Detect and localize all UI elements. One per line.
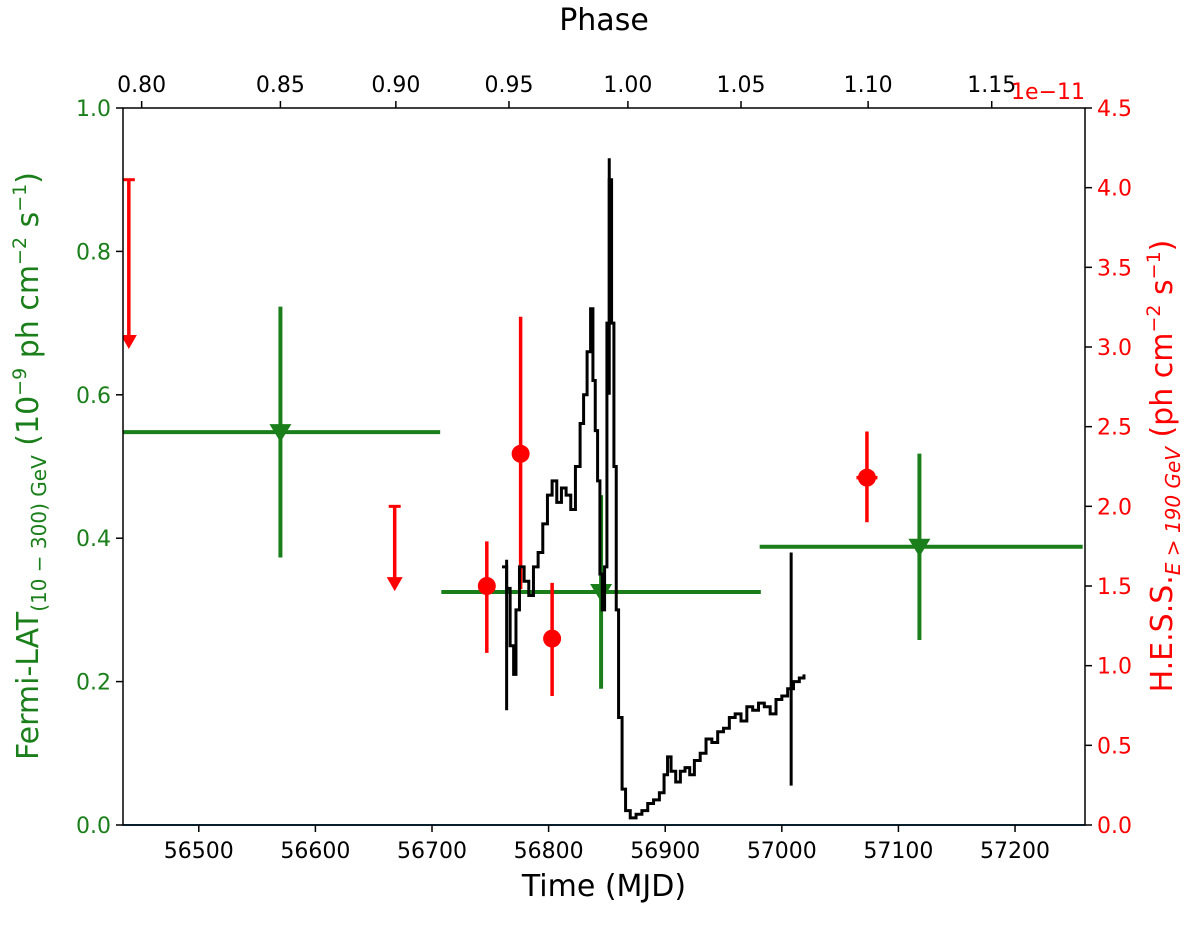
right-y-tick-label: 3.0 xyxy=(1097,336,1132,361)
left-y-tick-label: 0.8 xyxy=(76,240,111,265)
right-y-tick-label: 2.0 xyxy=(1097,495,1132,520)
left-y-tick-label: 0.4 xyxy=(76,527,111,552)
phase-tick-label: 0.95 xyxy=(484,73,533,98)
hess-data-point xyxy=(511,444,530,463)
left-y-tick-label: 0.2 xyxy=(76,671,111,696)
right-y-tick-label: 1.0 xyxy=(1097,655,1132,680)
right-y-tick-label: 3.5 xyxy=(1097,256,1132,281)
right-y-tick-label: 1.5 xyxy=(1097,575,1132,600)
top-phase-axis: 0.80 0.85 0.90 0.95 1.00 1.05 1.10 1.15 xyxy=(117,73,1016,108)
phase-tick-label: 0.80 xyxy=(117,73,166,98)
right-y-tick-label: 4.5 xyxy=(1097,97,1132,122)
right-y-tick-label: 2.5 xyxy=(1097,416,1132,441)
phase-tick-label: 1.05 xyxy=(717,73,766,98)
right-y-tick-label: 4.0 xyxy=(1097,177,1132,202)
phase-tick-label: 1.00 xyxy=(603,73,652,98)
phase-tick-label: 0.90 xyxy=(371,73,420,98)
top-axis-title: Phase xyxy=(559,3,649,38)
x-tick-label: 57200 xyxy=(980,839,1050,864)
x-tick-label: 56500 xyxy=(164,839,234,864)
left-y-axis: 0.0 0.2 0.4 0.6 0.8 1.0 xyxy=(76,97,123,839)
xray-lightcurve-line xyxy=(501,178,806,820)
fermi-triangle-marker xyxy=(269,424,292,443)
x-axis: 56500 56600 56700 56800 56900 57000 57100 57200 xyxy=(164,825,1050,864)
left-y-tick-label: 1.0 xyxy=(76,97,111,122)
right-y-tick-label: 0.5 xyxy=(1097,734,1132,759)
right-axis-offset-text: 1e−11 xyxy=(1011,80,1085,105)
phase-tick-label: 1.10 xyxy=(844,73,893,98)
hess-ul-arrowhead xyxy=(123,335,137,349)
phase-tick-label: 1.15 xyxy=(967,73,1016,98)
hess-data-point xyxy=(477,577,496,595)
right-y-tick-label: 0.0 xyxy=(1097,814,1132,839)
right-y-axis-title: H.E.S.S.E > 190 GeV (ph cm−2 s−1) xyxy=(1143,240,1185,693)
x-axis-title: Time (MJD) xyxy=(521,869,686,904)
left-y-axis-title: Fermi-LAT(10 − 300) GeV (10−9 ph cm−2 s−… xyxy=(9,172,51,760)
left-y-tick-label: 0.6 xyxy=(76,384,111,409)
right-y-axis: 0.0 0.5 1.0 1.5 2.0 2.5 3.0 3.5 4.0 4.5 xyxy=(1085,97,1132,839)
plot-frame xyxy=(122,107,1086,826)
hess-ul-arrowhead xyxy=(386,577,403,592)
x-tick-label: 56600 xyxy=(280,839,350,864)
x-tick-label: 56800 xyxy=(514,839,584,864)
x-tick-label: 56900 xyxy=(630,839,700,864)
plot-data-group xyxy=(123,158,1083,820)
left-y-tick-label: 0.0 xyxy=(76,814,111,839)
plot-layer xyxy=(123,158,1085,826)
fermi-triangle-marker xyxy=(908,538,931,557)
x-tick-label: 57100 xyxy=(863,839,933,864)
phase-tick-label: 0.85 xyxy=(256,73,305,98)
x-tick-label: 56700 xyxy=(397,839,467,864)
hess-data-point xyxy=(857,468,876,487)
x-tick-label: 57000 xyxy=(747,839,817,864)
hess-data-point xyxy=(543,629,562,648)
